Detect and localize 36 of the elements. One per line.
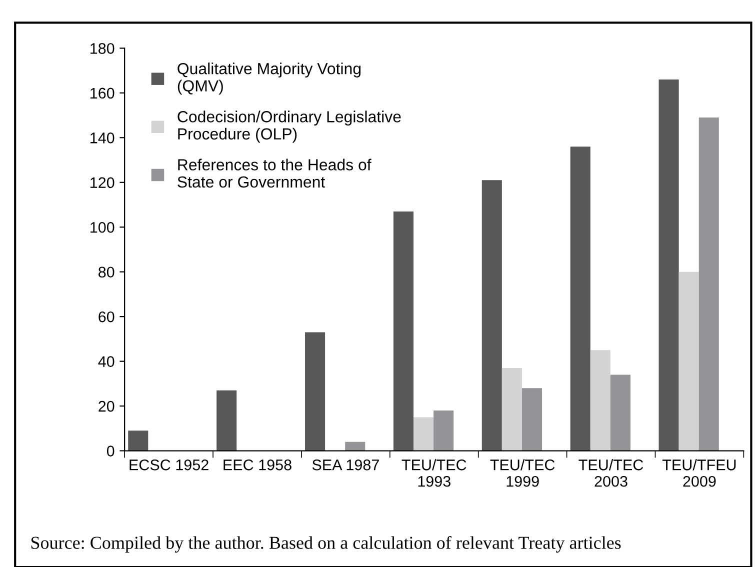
source-note: Source: Compiled by the author. Based on a calculation of relevant Treaty articles <box>31 536 621 553</box>
bar <box>698 118 719 451</box>
legend-label: Codecision/Ordinary Legislative Procedure (OLP) <box>178 110 401 143</box>
x-tick-label: ECSC 1952 <box>130 460 208 470</box>
y-tick-label: 40 <box>98 356 114 367</box>
bar <box>570 146 590 451</box>
y-tick-label: 60 <box>98 311 114 322</box>
bar <box>305 332 326 451</box>
x-tick-label: TEU/TEC 2003 <box>578 459 644 487</box>
y-tick-label: 80 <box>98 266 114 278</box>
y-tick-label: 0 <box>106 446 114 456</box>
x-tick-label: TEU/TEC 1993 <box>402 459 466 487</box>
bar <box>482 180 502 451</box>
bar <box>413 417 434 451</box>
legend-label: Qualitative Majority Voting (QMV) <box>178 62 361 95</box>
bar <box>678 272 699 451</box>
bar <box>522 388 542 451</box>
x-tick-label: TEU/TEC 1999 <box>490 459 555 487</box>
bar <box>434 410 454 451</box>
bar <box>658 80 679 451</box>
y-tick-label: 120 <box>90 177 114 188</box>
legend-label: References to the Heads of State or Government <box>178 158 372 188</box>
y-tick-label: 20 <box>98 400 114 412</box>
bar <box>128 430 148 451</box>
bar <box>590 350 610 451</box>
bar <box>393 211 414 451</box>
y-tick-label: 180 <box>90 43 114 54</box>
y-tick-label: 140 <box>90 132 114 144</box>
x-tick-label: TEU/TFEU 2009 <box>662 459 736 487</box>
bar <box>502 368 522 451</box>
y-tick-label: 100 <box>90 222 114 233</box>
y-tick-label: 160 <box>90 88 114 99</box>
x-tick-label: SEA 1987 <box>312 460 379 470</box>
x-tick-label: EEC 1958 <box>224 460 292 470</box>
bar <box>216 390 237 451</box>
bar <box>610 374 630 451</box>
